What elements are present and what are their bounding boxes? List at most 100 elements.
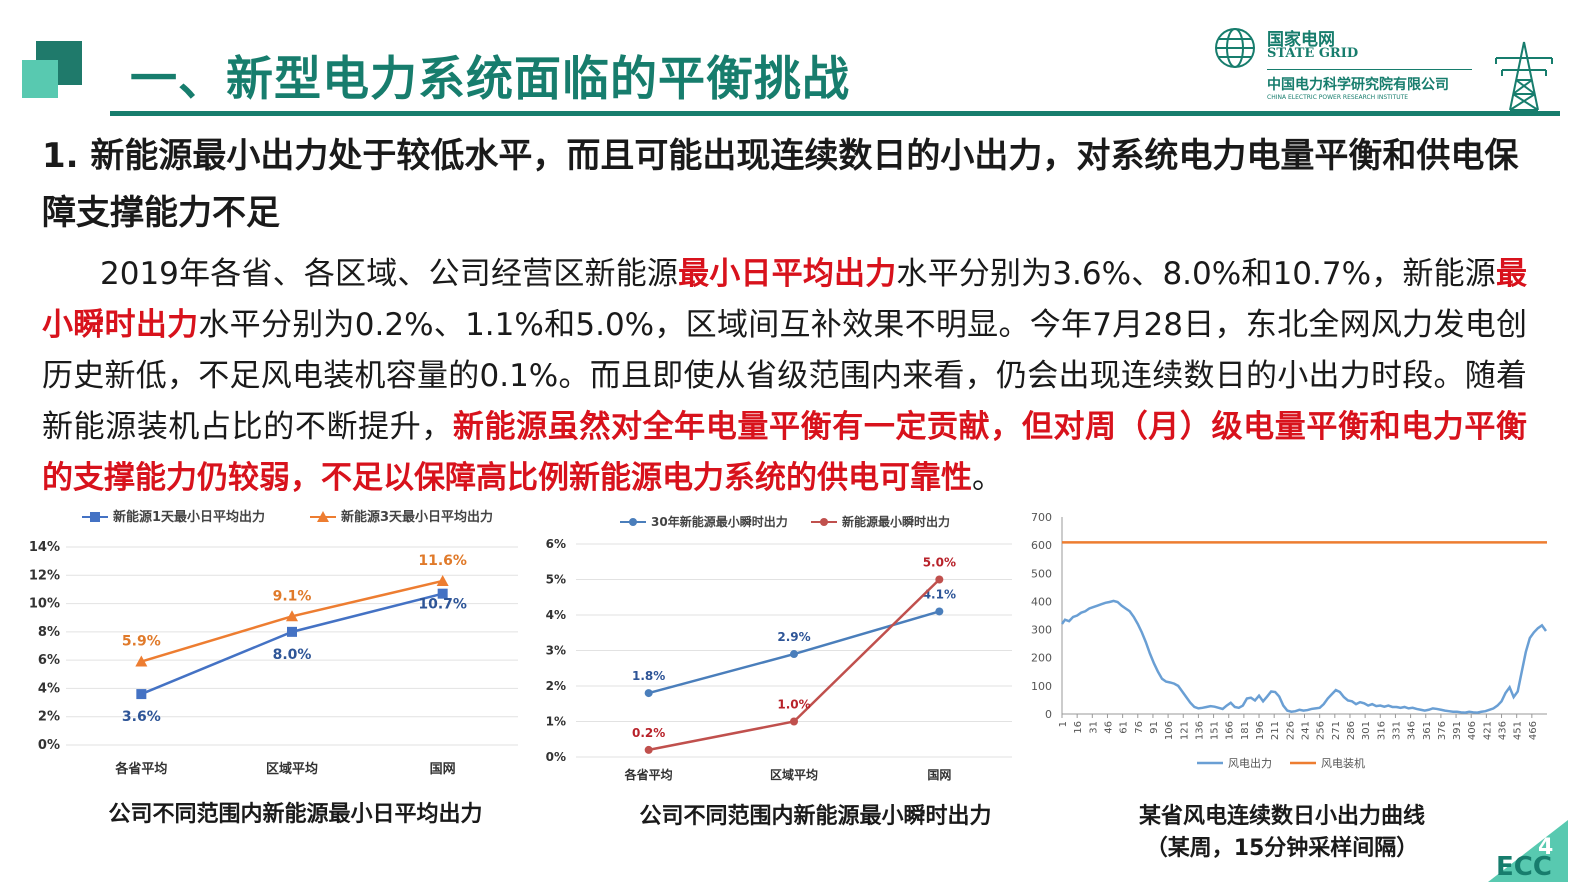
power-tower-icon [1495, 41, 1553, 111]
y-tick-label: 400 [1031, 595, 1052, 608]
x-tick-label: 331 [1391, 721, 1402, 740]
y-tick-label: 6% [546, 537, 566, 551]
x-tick-label: 256 [1316, 721, 1327, 740]
chart1-caption: 公司不同范围内新能源最小日平均出力 [108, 802, 483, 827]
data-point [644, 689, 653, 698]
paragraph-text-3: 水平分别为0.2%、1.1%和5.0%，区域间互补效果不明显。今年7月28日，东… [42, 307, 1528, 445]
legend-label: 30年新能源最小瞬时出力 [651, 514, 788, 529]
y-tick-label: 3% [546, 644, 566, 658]
data-point [436, 574, 449, 586]
x-tick-label: 31 [1088, 721, 1099, 734]
series-line [1060, 599, 1548, 714]
data-label: 1.0% [777, 698, 810, 712]
header-rule [110, 111, 1560, 116]
y-tick-label: 700 [1031, 511, 1052, 524]
slide-title: 一、新型电力系统面临的平衡挑战 [130, 52, 850, 107]
x-tick-label: 区域平均 [266, 761, 318, 777]
x-tick-label: 46 [1103, 721, 1114, 734]
y-tick-label: 2% [38, 710, 60, 725]
x-tick-label: 91 [1149, 721, 1160, 734]
data-point [790, 650, 798, 659]
y-tick-label: 8% [38, 625, 60, 640]
chart3-caption-line1: 某省风电连续数日小出力曲线 [1138, 804, 1425, 829]
x-tick-label: 226 [1285, 721, 1296, 740]
x-tick-label: 271 [1331, 721, 1342, 740]
x-tick-label: 436 [1498, 721, 1509, 740]
section-heading: 1. 新能源最小出力处于较低水平，而且可能出现连续数日的小出力，对系统电力电量平… [42, 136, 1519, 233]
data-point [644, 745, 653, 754]
legend-label: 风电出力 [1228, 756, 1272, 770]
x-tick-label: 各省平均 [114, 761, 167, 777]
y-tick-label: 0% [546, 750, 566, 764]
x-tick-label: 106 [1164, 721, 1175, 740]
chart-svg: 0% 1% 2% 3% 4% 5% 6% 各省平均 区域平均 国网 30年新能源最小瞬时出力 新能源最… [546, 514, 1012, 782]
data-label: 0.2% [632, 726, 665, 740]
logo-rule [1267, 69, 1472, 70]
x-tick-label: 376 [1437, 721, 1448, 740]
x-tick-label: 各省平均 [624, 767, 673, 782]
company-logo: 国家电网 STATE GRID 中国电力科学研究院有限公司 CHINA ELEC… [1214, 25, 1484, 107]
x-tick-label: 76 [1134, 721, 1145, 734]
x-tick-label: 391 [1452, 721, 1463, 740]
y-tick-label: 600 [1031, 539, 1052, 552]
y-tick-label: 2% [546, 679, 566, 693]
logo-name-cn: 国家电网 [1267, 30, 1335, 50]
x-tick-label: 121 [1179, 721, 1190, 740]
x-tick-label: 196 [1255, 721, 1266, 740]
x-tick-label: 361 [1422, 721, 1433, 740]
legend-marker [629, 518, 637, 526]
x-tick-label: 466 [1528, 721, 1539, 740]
y-tick-label: 0% [38, 738, 60, 753]
x-tick-label: 区域平均 [770, 767, 818, 782]
chart3-caption-line2: （某周，15分钟采样间隔） [1145, 836, 1419, 861]
data-label: 9.1% [273, 588, 312, 604]
data-label: 10.7% [418, 597, 467, 613]
data-point [135, 655, 148, 667]
x-tick-label: 16 [1073, 721, 1084, 734]
y-tick-label: 4% [546, 608, 566, 622]
x-tick-label: 181 [1240, 721, 1251, 740]
x-tick-label: 346 [1407, 721, 1418, 740]
logo-institute-en: CHINA ELECTRIC POWER RESEARCH INSTITUTE [1267, 94, 1409, 101]
corner-deco: ECC [1488, 820, 1568, 882]
chart-min-daily-avg: 0% 2% 4% 6% 8% 10% 12% 14% 各省平均 区域平均 国网 新能源1天最小日平均出… [18, 500, 528, 790]
chart2-caption: 公司不同范围内新能源最小瞬时出力 [639, 804, 992, 829]
header-deco-square-light [22, 60, 58, 98]
data-point [437, 588, 448, 599]
legend-label: 新能源3天最小日平均出力 [341, 509, 493, 525]
y-tick-label: 12% [29, 568, 60, 583]
data-label: 4.1% [923, 587, 956, 601]
data-point [287, 626, 297, 637]
y-tick-label: 0 [1045, 708, 1052, 721]
x-tick-label: 151 [1210, 721, 1221, 740]
legend-label: 新能源最小瞬时出力 [842, 514, 950, 529]
paragraph-text-4: 。 [972, 460, 1003, 496]
body-paragraph: 2019年各省、各区域、公司经营区新能源最小日平均出力水平分别为3.6%、8.0… [42, 249, 1527, 504]
y-tick-label: 500 [1031, 567, 1052, 580]
legend-label: 风电装机 [1321, 756, 1365, 770]
x-tick-label: 211 [1270, 721, 1281, 740]
data-point [790, 717, 798, 726]
y-tick-label: 200 [1031, 652, 1052, 665]
y-tick-label: 300 [1031, 624, 1052, 637]
x-tick-label: 136 [1194, 721, 1205, 740]
y-tick-label: 10% [29, 597, 60, 612]
logo-institute-cn: 中国电力科学研究院有限公司 [1267, 77, 1449, 93]
highlight-conclusion: 新能源虽然对全年电量平衡有一定贡献，但对周（月）级电量平衡和电力平衡的支撑能力仍… [42, 409, 1528, 496]
highlight-min-daily-avg: 最小日平均出力 [678, 256, 897, 292]
data-label: 8.0% [273, 647, 312, 663]
chart-svg: 0% 2% 4% 6% 8% 10% 12% 14% 各省平均 区域平均 国网 新能源1天最小日平均出… [29, 509, 518, 777]
x-tick-label: 166 [1225, 721, 1236, 740]
data-label: 3.6% [122, 709, 161, 725]
data-label: 2.9% [777, 630, 810, 644]
y-tick-label: 100 [1031, 680, 1052, 693]
y-tick-label: 5% [546, 573, 566, 587]
data-label: 1.8% [632, 669, 665, 683]
x-tick-label: 406 [1467, 721, 1478, 740]
x-tick-label: 301 [1361, 721, 1372, 740]
series-line [140, 592, 443, 696]
data-label: 11.6% [418, 553, 467, 569]
chart-wind-output: 0 100 200 300 400 500 600 700 1 16 31 46 61 76 91 106 12… [1022, 506, 1560, 776]
y-tick-label: 14% [29, 540, 60, 555]
x-tick-label: 1 [1058, 721, 1069, 727]
